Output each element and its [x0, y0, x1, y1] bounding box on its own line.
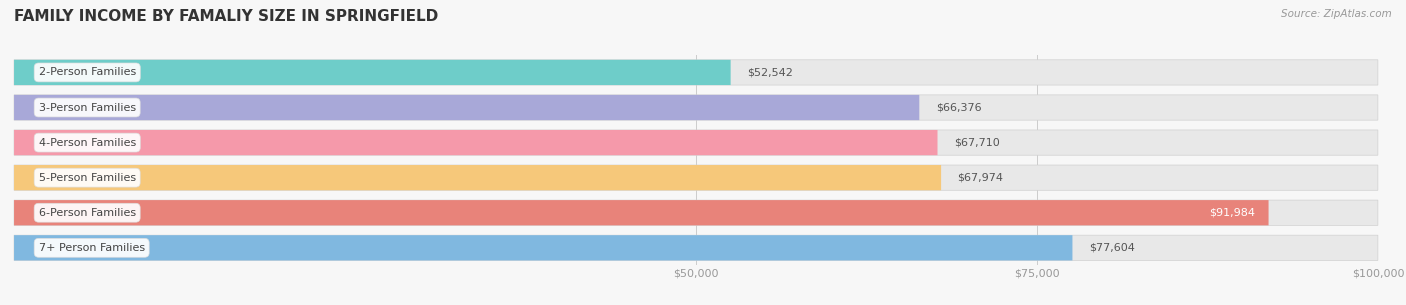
Text: $67,974: $67,974 [957, 173, 1004, 183]
Text: 5-Person Families: 5-Person Families [38, 173, 136, 183]
Text: $66,376: $66,376 [935, 102, 981, 113]
Text: $91,984: $91,984 [1209, 208, 1256, 218]
Text: $77,604: $77,604 [1088, 243, 1135, 253]
Text: 3-Person Families: 3-Person Families [38, 102, 136, 113]
Text: $67,710: $67,710 [953, 138, 1000, 148]
Text: 6-Person Families: 6-Person Families [38, 208, 136, 218]
Text: 4-Person Families: 4-Person Families [38, 138, 136, 148]
FancyBboxPatch shape [14, 165, 941, 190]
FancyBboxPatch shape [14, 130, 938, 155]
Text: $52,542: $52,542 [747, 67, 793, 77]
FancyBboxPatch shape [14, 95, 920, 120]
FancyBboxPatch shape [14, 235, 1073, 260]
FancyBboxPatch shape [14, 60, 731, 85]
Text: FAMILY INCOME BY FAMALIY SIZE IN SPRINGFIELD: FAMILY INCOME BY FAMALIY SIZE IN SPRINGF… [14, 9, 439, 24]
FancyBboxPatch shape [14, 200, 1378, 225]
Text: 7+ Person Families: 7+ Person Families [38, 243, 145, 253]
Text: Source: ZipAtlas.com: Source: ZipAtlas.com [1281, 9, 1392, 19]
FancyBboxPatch shape [14, 200, 1268, 225]
FancyBboxPatch shape [14, 60, 1378, 85]
FancyBboxPatch shape [14, 235, 1378, 260]
FancyBboxPatch shape [14, 95, 1378, 120]
Text: 2-Person Families: 2-Person Families [38, 67, 136, 77]
FancyBboxPatch shape [14, 130, 1378, 155]
FancyBboxPatch shape [14, 165, 1378, 190]
